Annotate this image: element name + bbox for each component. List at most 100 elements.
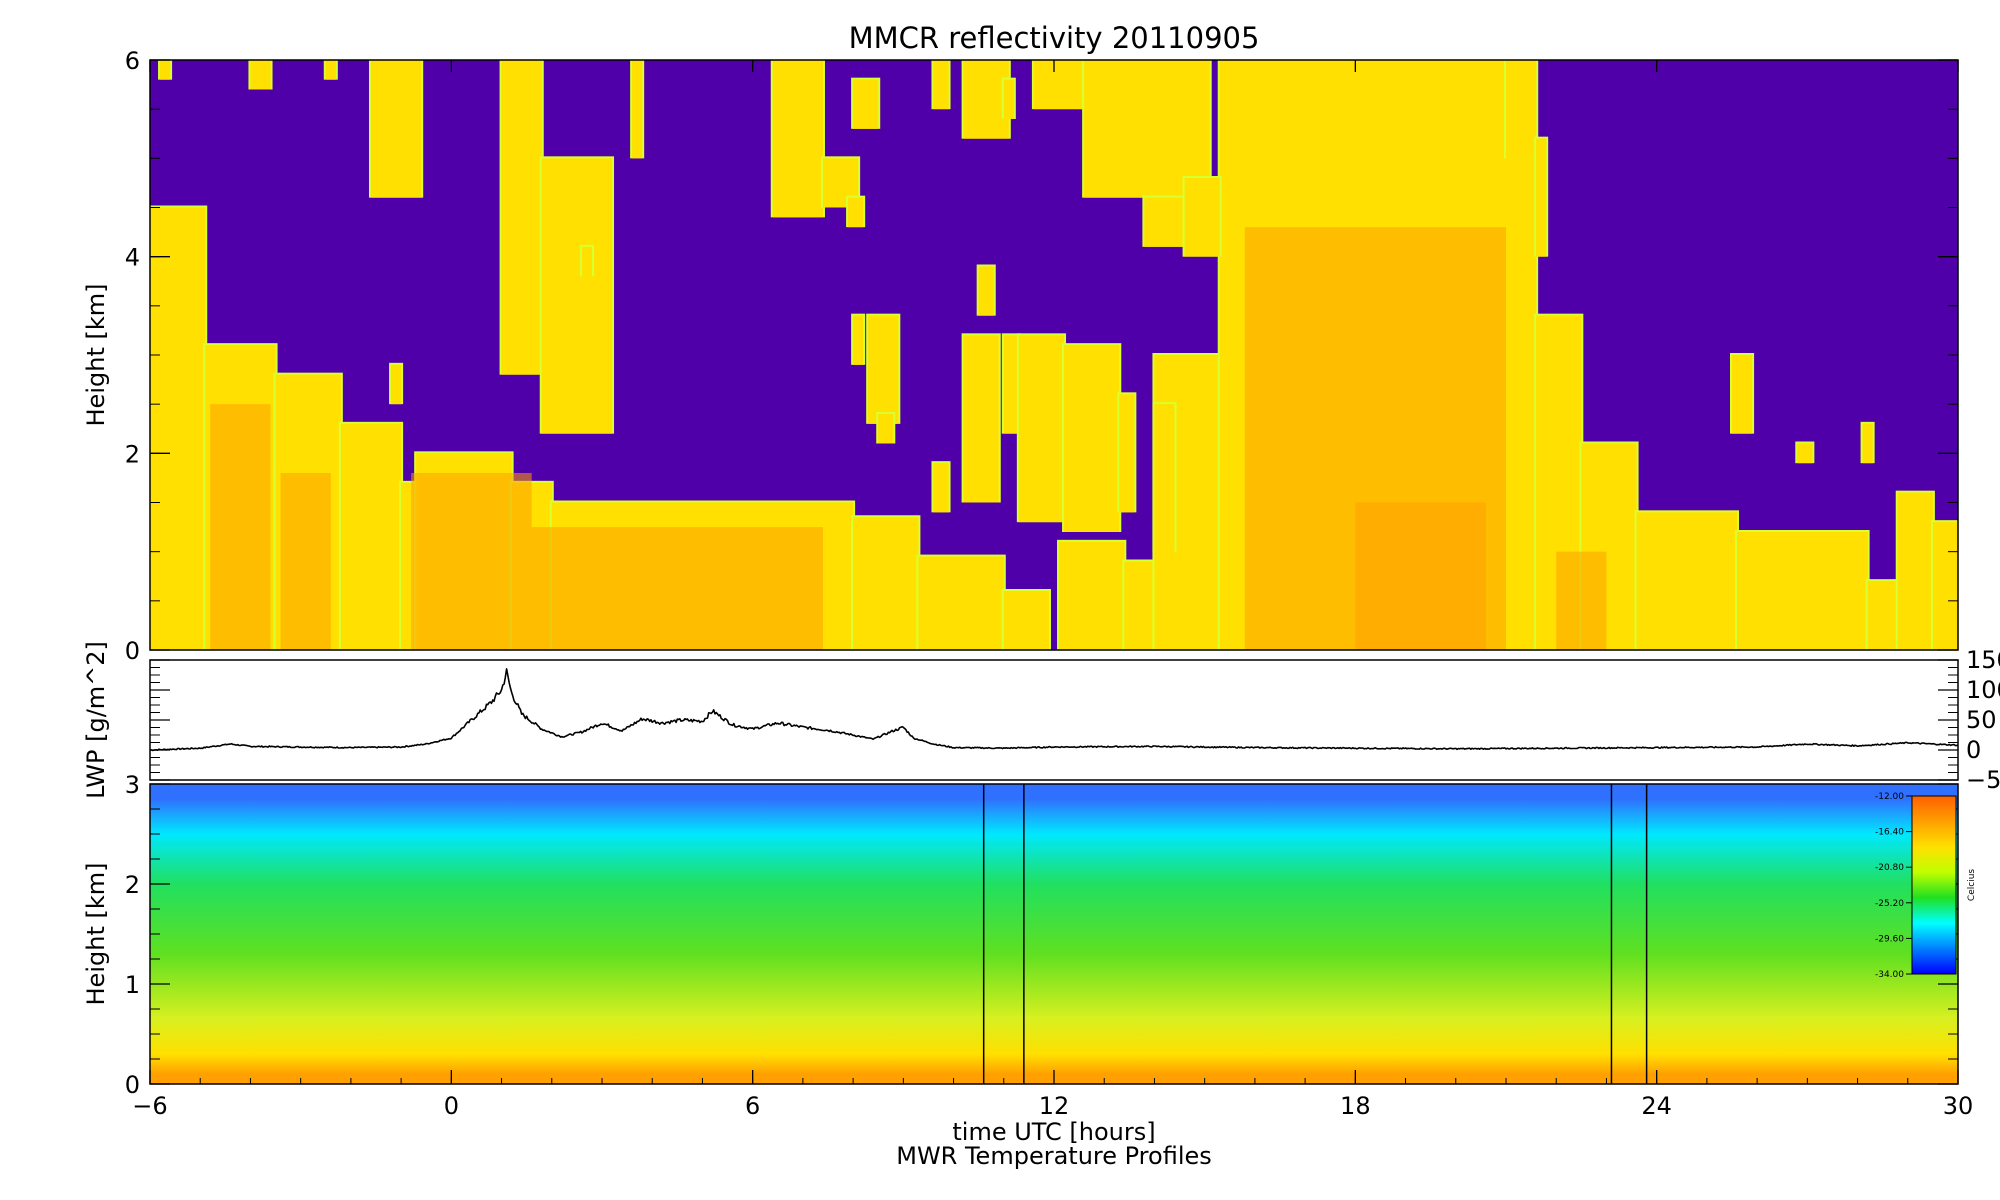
xtick-label-0: −6 — [132, 1092, 167, 1120]
upper-cloud-13 — [1003, 79, 1014, 119]
cloud-column-20 — [1897, 492, 1933, 650]
temperature-field — [150, 784, 1958, 1084]
reflectivity-panel: 0 2 4 6 Height [km] — [82, 47, 1959, 665]
cloud-column-3 — [340, 423, 402, 650]
upper-cloud-27 — [978, 266, 994, 316]
xtick-label-3: 12 — [1039, 1092, 1070, 1120]
upper-cloud-2 — [325, 60, 336, 80]
xtick-label-6: 30 — [1943, 1092, 1974, 1120]
cloud-core-1 — [280, 473, 331, 650]
reflectivity-ticks: 0 2 4 6 — [125, 47, 1959, 665]
upper-cloud-32 — [1154, 404, 1175, 552]
lwp-ytick-label-2: 50 — [1966, 706, 1997, 734]
temperature-marks — [982, 784, 1648, 1084]
reflectivity-ylabel: Height [km] — [82, 284, 110, 427]
footer-label: MWR Temperature Profiles — [896, 1142, 1212, 1170]
xtick-label-4: 18 — [1340, 1092, 1371, 1120]
colorbar-labels: -12.00 -16.40 -20.80 -25.20 -29.60 -34.00 — [1875, 792, 1912, 980]
temperature-ytick-label-2: 2 — [125, 871, 140, 899]
colorbar-label-1: -16.40 — [1875, 828, 1904, 838]
lwp-ytick-label-0: −50 — [1966, 766, 2000, 794]
cloud-column-17 — [1636, 512, 1738, 650]
cloud-column-21 — [1932, 522, 1958, 650]
upper-cloud-33 — [1732, 355, 1753, 434]
upper-cloud-25 — [933, 463, 949, 513]
cloud-column-18 — [1737, 532, 1868, 650]
upper-cloud-17 — [1184, 178, 1220, 257]
temperature-ytick-label-3: 3 — [125, 771, 140, 799]
missing-gap-0 — [983, 784, 1024, 1084]
upper-cloud-30 — [1064, 345, 1120, 532]
upper-cloud-19 — [1536, 138, 1547, 257]
cloud-column-8 — [853, 517, 919, 650]
cloud-column-0 — [150, 207, 206, 650]
xtick-label-1: 0 — [444, 1092, 459, 1120]
upper-cloud-5 — [541, 158, 613, 434]
reflectivity-ytick-label-2: 4 — [125, 244, 140, 272]
reflectivity-ytick-label-0: 0 — [125, 637, 140, 665]
cloud-column-11 — [1059, 541, 1125, 650]
upper-cloud-4 — [501, 60, 542, 375]
upper-cloud-31 — [1119, 394, 1135, 513]
cloud-core-6 — [1556, 551, 1607, 650]
upper-cloud-15 — [1084, 60, 1210, 198]
reflectivity-ytick-label-1: 2 — [125, 440, 140, 468]
colorbar-label-5: -34.00 — [1875, 970, 1904, 980]
lwp-ytick-label-1: 0 — [1966, 736, 1981, 764]
upper-cloud-12 — [963, 60, 1009, 139]
cloud-core-5 — [1355, 502, 1486, 650]
xtick-label-5: 24 — [1641, 1092, 1672, 1120]
upper-cloud-1 — [250, 60, 271, 90]
colorbar-label-4: -29.60 — [1875, 934, 1904, 944]
upper-cloud-23 — [868, 315, 899, 424]
temperature-ytick-label-1: 1 — [125, 971, 140, 999]
cloud-column-12 — [1124, 561, 1155, 650]
upper-cloud-0 — [160, 60, 171, 80]
upper-cloud-20 — [391, 364, 402, 405]
colorbar-label-3: -25.20 — [1875, 899, 1904, 909]
colorbar-label-0: -12.00 — [1875, 792, 1904, 802]
x-axis-label: time UTC [hours] — [952, 1118, 1155, 1146]
lwp-line — [150, 668, 1958, 752]
temperature-ytick-label-0: 0 — [125, 1071, 140, 1099]
upper-cloud-35 — [1862, 423, 1873, 464]
lwp-ylabel: LWP [g/m^2] — [82, 641, 110, 799]
upper-cloud-6 — [632, 60, 643, 159]
upper-cloud-24 — [878, 414, 894, 444]
temperature-ylabel: Height [km] — [82, 863, 110, 1006]
colorbar: -12.00 -16.40 -20.80 -25.20 -29.60 -34.00 Cel… — [1875, 792, 1977, 980]
cloud-column-19 — [1867, 581, 1898, 650]
chart-title: MMCR reflectivity 20110905 — [849, 21, 1260, 55]
lwp-ytick-label-3: 100 — [1966, 676, 2000, 704]
colorbar-label-2: -20.80 — [1875, 863, 1904, 873]
cloud-core-3 — [531, 527, 823, 650]
missing-gap-1 — [1611, 784, 1647, 1084]
upper-cloud-21 — [581, 246, 592, 277]
cloud-column-9 — [918, 556, 1004, 650]
upper-cloud-22 — [853, 315, 864, 365]
xtick-label-2: 6 — [745, 1092, 760, 1120]
lwp-background — [150, 660, 1958, 780]
upper-cloud-7 — [772, 60, 823, 218]
upper-cloud-34 — [1797, 443, 1813, 464]
cloud-core-0 — [210, 404, 271, 650]
reflectivity-ytick-label-3: 6 — [125, 47, 140, 75]
upper-cloud-28 — [1003, 335, 1019, 434]
upper-cloud-18 — [1506, 60, 1537, 159]
cloud-column-10 — [1003, 591, 1049, 650]
cloud-core-2 — [411, 473, 532, 650]
upper-cloud-10 — [853, 79, 879, 129]
lwp-ticks: −50050100150 — [150, 646, 2000, 794]
colorbar-ramp — [1911, 795, 1957, 975]
upper-cloud-9 — [848, 197, 864, 228]
lwp-panel: −50050100150 LWP [g/m^2] — [82, 641, 2000, 799]
colorbar-unit: Celcius — [1967, 869, 1977, 901]
upper-cloud-11 — [933, 60, 949, 110]
upper-cloud-26 — [963, 335, 999, 503]
lwp-ytick-label-4: 150 — [1966, 646, 2000, 674]
upper-cloud-29 — [1018, 335, 1065, 523]
upper-cloud-3 — [370, 60, 422, 198]
